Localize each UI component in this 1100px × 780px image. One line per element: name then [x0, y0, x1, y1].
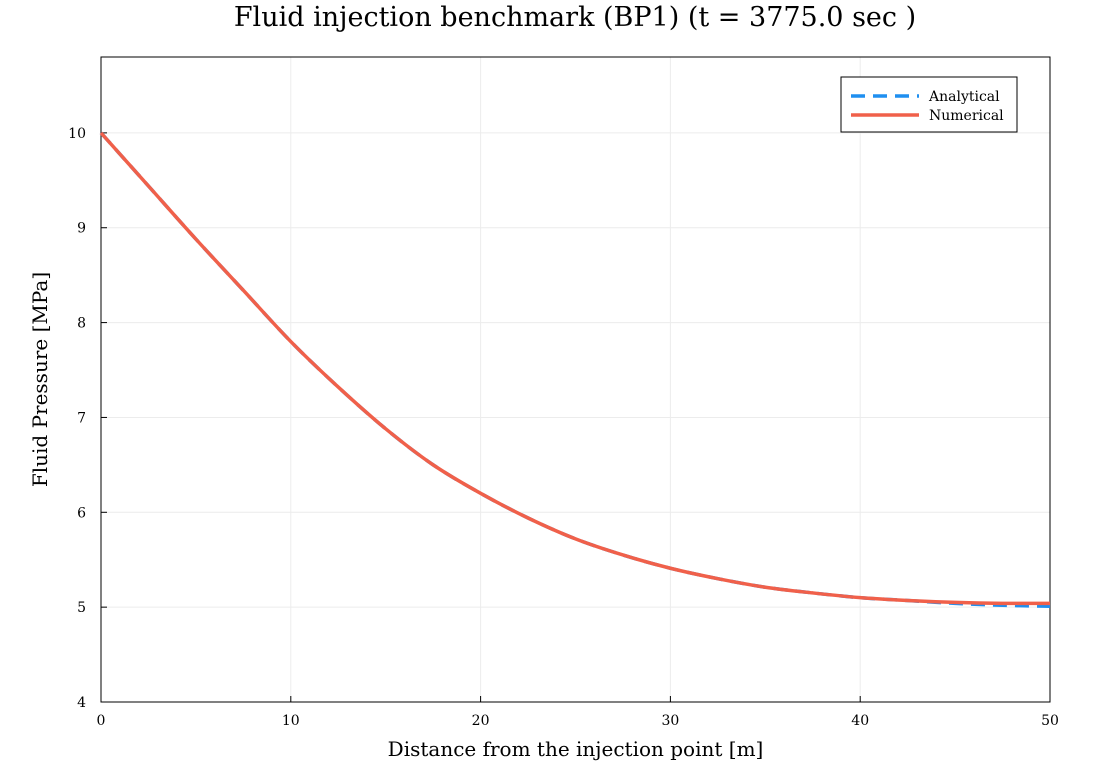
- series-line-numerical: [99, 131, 1051, 606]
- chart-title: Fluid injection benchmark (BP1) (t = 377…: [233, 2, 917, 33]
- plot-frame: [100, 56, 1051, 703]
- y-tick-label: 4: [77, 695, 86, 711]
- legend-label-numerical: Numerical: [929, 108, 1004, 124]
- y-axis-label: Fluid Pressure [MPa]: [28, 272, 52, 487]
- series-layer: [99, 131, 1051, 608]
- series-line-analytical: [99, 131, 1051, 608]
- x-tick-label: 10: [282, 713, 300, 729]
- x-axis-label: Distance from the injection point [m]: [388, 737, 764, 761]
- y-tick-label: 9: [77, 221, 86, 237]
- legend-label-analytical: Analytical: [928, 89, 1000, 105]
- grid-layer: [100, 57, 1051, 703]
- legend: Analytical Numerical: [840, 76, 1018, 133]
- y-tick-label: 5: [77, 600, 86, 616]
- x-tick-label: 40: [851, 713, 869, 729]
- legend-box: [840, 76, 1018, 133]
- y-tick-label: 6: [77, 505, 86, 521]
- ticks-layer: 0 10 20 30 40 50 4 5 6 7 8 9 10: [68, 126, 1059, 729]
- x-tick-label: 20: [472, 713, 490, 729]
- x-tick-label: 50: [1041, 713, 1059, 729]
- x-tick-label: 30: [661, 713, 679, 729]
- y-tick-label: 7: [77, 410, 86, 426]
- y-tick-label: 8: [77, 316, 86, 332]
- x-tick-label: 0: [97, 713, 106, 729]
- y-tick-label: 10: [68, 126, 86, 142]
